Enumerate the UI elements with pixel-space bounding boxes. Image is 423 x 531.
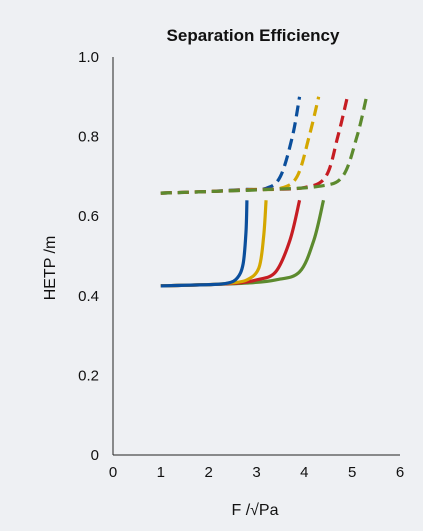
x-tick-label: 0	[109, 464, 117, 481]
y-tick-label: 1.0	[78, 49, 99, 66]
x-tick-label: 1	[157, 464, 165, 481]
x-tick-label: 6	[396, 464, 404, 481]
dashed-series-line-0	[160, 96, 302, 195]
y-axis-label: HETP /m	[42, 236, 59, 301]
tick-labels: 0 1 2 3 4 5 6 0 0.2 0.4 0.6 0.8 1.0	[78, 49, 404, 481]
y-tick-label: 0.4	[78, 288, 99, 305]
x-tick-label: 2	[204, 464, 212, 481]
dashed-series-line-3	[160, 96, 369, 195]
x-tick-label: 5	[348, 464, 356, 481]
solid-series-line-4	[160, 199, 326, 288]
chart-title: Separation Efficiency	[167, 26, 340, 45]
y-tick-label: 0.6	[78, 208, 99, 225]
solid-series-line-7	[160, 200, 249, 288]
solid-series-line-5	[160, 199, 302, 288]
solid-series-line-6	[160, 200, 268, 288]
y-tick-label: 0	[91, 447, 99, 464]
dashed-series-line-2	[160, 96, 349, 195]
x-tick-label: 4	[300, 464, 308, 481]
y-tick-label: 0.2	[78, 367, 99, 384]
dashed-series-line-1	[160, 96, 321, 195]
series-lines	[160, 96, 369, 288]
y-tick-label: 0.8	[78, 129, 99, 146]
x-tick-label: 3	[252, 464, 260, 481]
x-axis-label: F /√Pa	[231, 502, 278, 519]
axes	[112, 57, 400, 456]
